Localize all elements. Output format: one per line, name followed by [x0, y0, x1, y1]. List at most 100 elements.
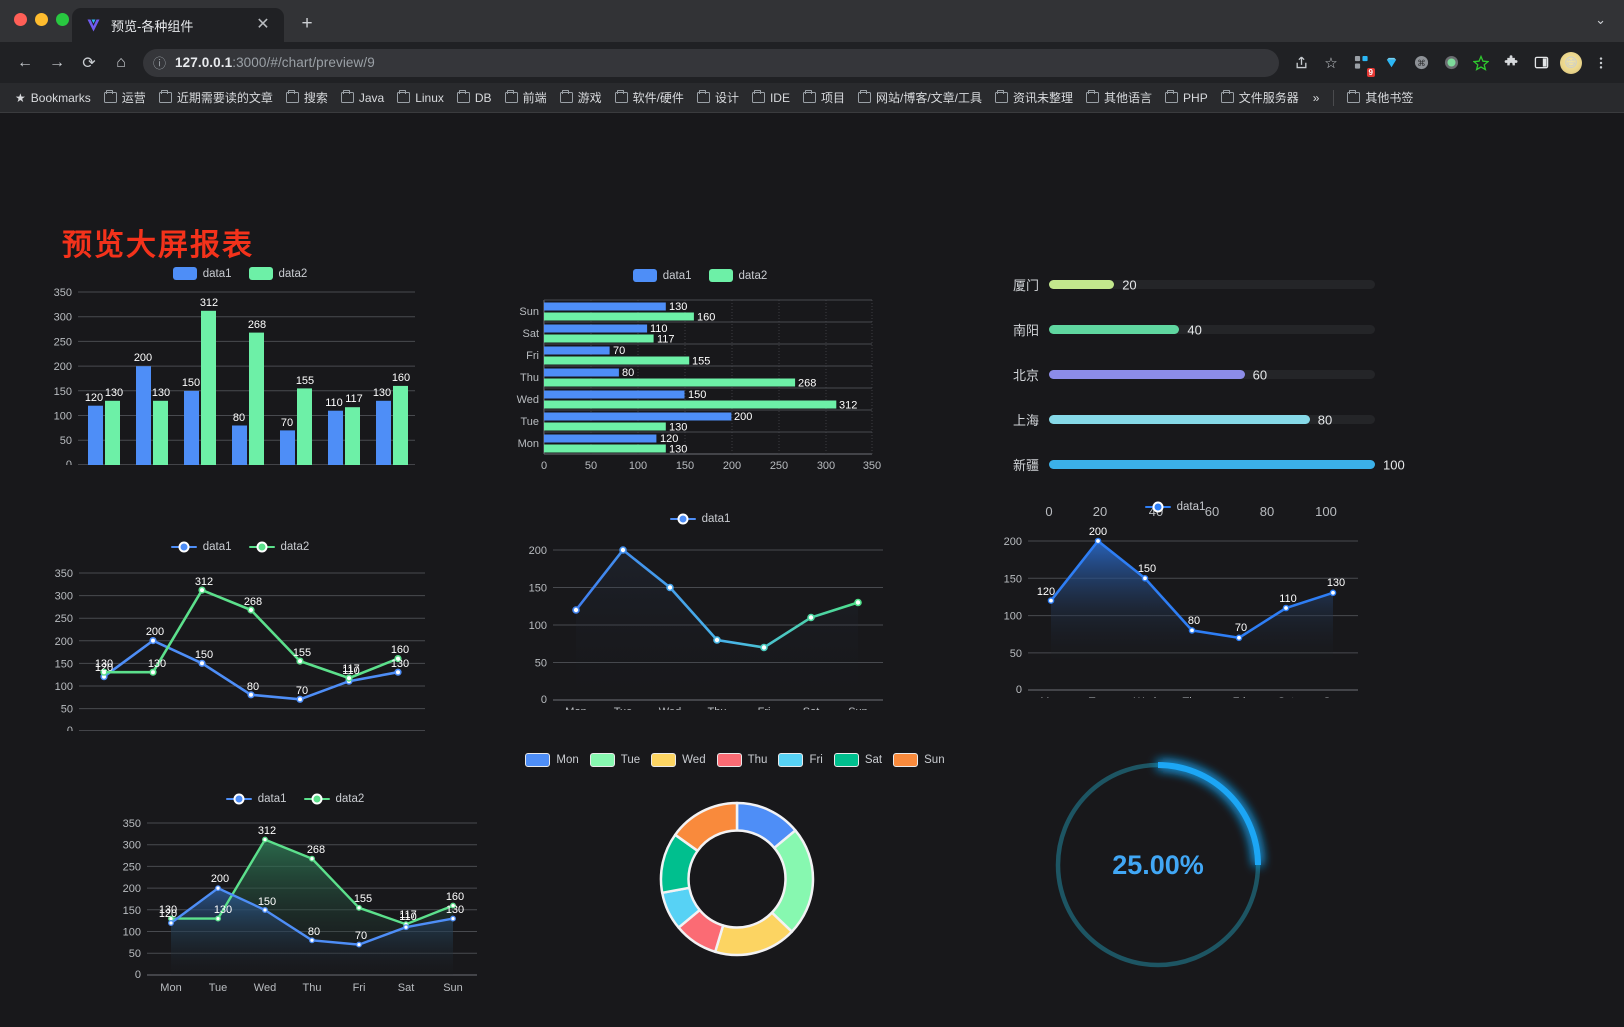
bookmark-folder[interactable]: Linux: [391, 88, 450, 108]
line-points-data2: [100, 586, 402, 682]
other-bookmarks-folder[interactable]: 其他书签: [1341, 86, 1419, 109]
donut-slice-wed[interactable]: [713, 911, 794, 957]
back-button[interactable]: ←: [17, 53, 33, 71]
toolbar-icon-group: ☆ 9 ⌘: [1288, 50, 1614, 77]
folder-icon: [1086, 90, 1100, 103]
svg-text:70: 70: [355, 930, 367, 942]
legend-item-wed[interactable]: Wed: [651, 753, 706, 767]
legend-item-data1[interactable]: data1: [632, 269, 692, 282]
legend-label: Tue: [620, 754, 641, 766]
legend-item-mon[interactable]: Mon: [525, 753, 579, 767]
area-chart-svg: 200 150 100 50 0 120 200 150: [1004, 526, 1358, 708]
legend-item-sun[interactable]: Sun: [893, 753, 945, 767]
legend-item-sat[interactable]: Sat: [833, 753, 882, 767]
svg-text:0: 0: [541, 694, 547, 706]
progress-track[interactable]: 60: [1049, 367, 1375, 382]
bookmark-folder[interactable]: Java: [335, 88, 390, 108]
legend-item-fri[interactable]: Fri: [778, 753, 823, 767]
bookmark-folder[interactable]: 网站/博客/文章/工具: [852, 86, 988, 109]
close-window-button[interactable]: [14, 13, 27, 26]
legend-item-data1[interactable]: data1: [170, 541, 232, 553]
legend-item-data1[interactable]: data1: [1144, 501, 1205, 513]
bookmark-folder[interactable]: 资讯未整理: [989, 86, 1079, 109]
bookmark-folder[interactable]: 软件/硬件: [609, 86, 690, 109]
svg-text:Tue: Tue: [520, 416, 539, 428]
bookmarks-root-item[interactable]: ★ Bookmarks: [9, 88, 97, 108]
bookmark-folder[interactable]: 前端: [499, 86, 553, 109]
svg-text:130: 130: [148, 658, 166, 670]
folder-icon: [857, 90, 871, 103]
progress-track[interactable]: 80: [1049, 412, 1375, 427]
bookmark-folder[interactable]: IDE: [746, 88, 796, 108]
legend-swatch-icon: [778, 753, 804, 767]
svg-text:200: 200: [55, 636, 73, 648]
progress-label: 上海: [1012, 414, 1039, 429]
legend: data1 data2: [500, 269, 900, 282]
bookmark-folder[interactable]: DB: [451, 88, 498, 108]
home-button[interactable]: ⌂: [116, 53, 126, 71]
browser-tab[interactable]: 预览-各种组件 ✕: [72, 8, 284, 42]
svg-text:200: 200: [211, 873, 229, 885]
sidepanel-icon[interactable]: [1528, 50, 1554, 76]
legend-line-icon: [669, 513, 696, 525]
legend-item-data1[interactable]: data1: [225, 793, 287, 805]
bookmark-folder[interactable]: 其他语言: [1080, 86, 1158, 109]
progress-fill: [1049, 370, 1245, 379]
progress-track[interactable]: 40: [1049, 322, 1375, 337]
star-outline-green-icon[interactable]: [1468, 50, 1494, 76]
command-icon[interactable]: ⌘: [1408, 50, 1434, 76]
legend-item-tue[interactable]: Tue: [589, 753, 641, 767]
bookmark-folder[interactable]: 项目: [797, 86, 851, 109]
reload-button[interactable]: ⟳: [82, 54, 96, 72]
legend-item-data2[interactable]: data2: [248, 541, 309, 553]
puzzle-icon[interactable]: [1498, 50, 1524, 76]
svg-text:160: 160: [392, 372, 410, 384]
area-value-labels: 120 200 150 80 70 110 130: [1037, 526, 1345, 634]
close-icon[interactable]: ✕: [256, 16, 270, 33]
bookmark-star-icon[interactable]: ☆: [1324, 54, 1338, 72]
bookmark-folder[interactable]: PHP: [1159, 88, 1214, 108]
legend-item-data1[interactable]: data1: [172, 267, 232, 280]
bookmark-folder[interactable]: 搜索: [280, 86, 334, 109]
progress-label: 北京: [1012, 369, 1039, 384]
bookmark-folder[interactable]: 近期需要读的文章: [153, 86, 279, 109]
area-fill-data1: [171, 888, 453, 975]
bookmark-folder[interactable]: 运营: [98, 86, 152, 109]
svg-text:Tue: Tue: [1089, 696, 1108, 698]
legend-item-thu[interactable]: Thu: [716, 753, 768, 767]
donut-slice-tue[interactable]: [770, 829, 815, 933]
maximize-window-button[interactable]: [56, 13, 69, 26]
circle-green-icon[interactable]: [1438, 50, 1464, 76]
progress-track[interactable]: 100: [1049, 457, 1405, 472]
bar-chart-svg: 350 300 250 200 150 100 50 0: [54, 287, 415, 481]
bookmarks-overflow-button[interactable]: »: [1312, 90, 1320, 105]
legend-item-data2[interactable]: data2: [708, 269, 767, 282]
minimize-window-button[interactable]: [35, 13, 48, 26]
svg-text:200: 200: [123, 883, 141, 895]
menu-kebab-icon[interactable]: [1588, 50, 1614, 76]
legend-label: Thu: [747, 754, 768, 766]
extensions-grid-icon[interactable]: 9: [1348, 50, 1375, 77]
bookmarks-label: Bookmarks: [30, 90, 91, 105]
chevron-down-icon[interactable]: ⌄: [1595, 12, 1606, 27]
svg-text:200: 200: [54, 361, 72, 373]
progress-track[interactable]: 20: [1049, 277, 1375, 292]
share-icon[interactable]: [1288, 50, 1314, 76]
profile-avatar-icon[interactable]: 😄: [1558, 50, 1584, 76]
address-bar[interactable]: ⓘ 127.0.0.1:3000/#/chart/preview/9: [143, 48, 1279, 77]
forward-button[interactable]: →: [49, 53, 65, 71]
legend-item-data2[interactable]: data2: [303, 793, 364, 805]
progress-row: 厦门 20: [995, 275, 1375, 294]
bookmark-folder[interactable]: 设计: [691, 86, 745, 109]
gauge-svg: 25.00%: [1055, 762, 1261, 968]
bookmark-folder[interactable]: 文件服务器: [1215, 86, 1305, 109]
diamond-icon[interactable]: [1378, 50, 1404, 76]
bookmark-folder[interactable]: 游戏: [554, 86, 608, 109]
donut-slice-sun[interactable]: [673, 801, 739, 853]
new-tab-button[interactable]: +: [301, 13, 313, 34]
bookmark-label: 文件服务器: [1238, 91, 1299, 105]
site-info-icon[interactable]: ⓘ: [153, 56, 167, 71]
legend-item-data2[interactable]: data2: [248, 267, 307, 280]
chart-donut: Mon Tue Wed Thu Fri: [500, 753, 970, 1003]
legend-item-data1[interactable]: data1: [669, 513, 730, 525]
